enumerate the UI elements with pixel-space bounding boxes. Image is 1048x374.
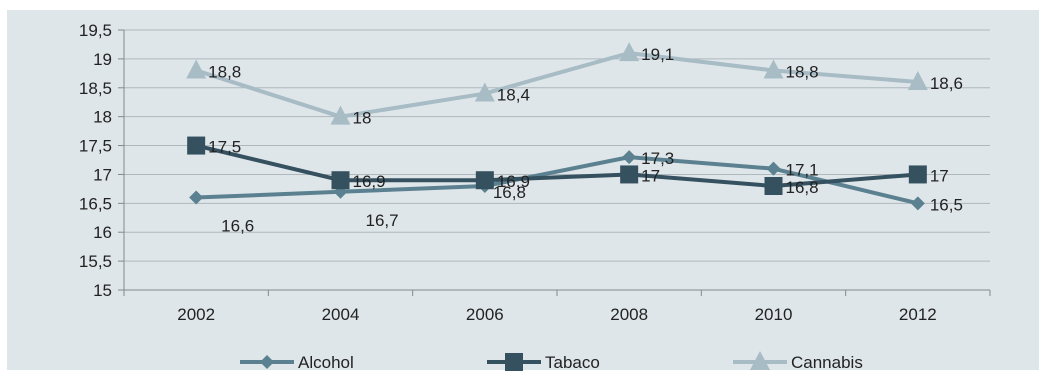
- y-tick-label: 18,5: [79, 79, 112, 98]
- legend-label-tabaco: Tabaco: [545, 353, 600, 372]
- legend-label-cannabis: Cannabis: [791, 353, 863, 372]
- data-label-alcohol: 17,1: [786, 161, 819, 180]
- data-point-alcohol: [766, 161, 781, 176]
- legend: Alcohol Tabaco Cannabis: [240, 351, 863, 372]
- data-point-cannabis: [763, 59, 784, 79]
- data-label-alcohol: 16,6: [221, 217, 254, 236]
- gridlines: [118, 29, 991, 296]
- x-tick-label: 2006: [466, 305, 504, 324]
- data-label-cannabis: 19,1: [641, 45, 674, 64]
- legend-item-cannabis: Cannabis: [733, 351, 863, 372]
- data-label-alcohol: 16,8: [493, 183, 526, 202]
- data-label-tabaco: 16,9: [353, 172, 386, 191]
- y-axis-ticks: 15 15,5 16 16,5 17 17,5 18 18,5 19 19,5: [79, 21, 112, 300]
- series-cannabis: [186, 42, 928, 125]
- data-label-cannabis: 18,4: [497, 86, 530, 105]
- y-tick-label: 17: [93, 165, 112, 184]
- data-point-tabaco: [331, 171, 350, 190]
- x-tick-label: 2010: [755, 305, 793, 324]
- data-point-alcohol: [910, 196, 925, 211]
- data-point-alcohol: [622, 150, 637, 165]
- data-label-tabaco: 17: [641, 166, 660, 185]
- data-label-cannabis: 18,8: [786, 62, 819, 81]
- legend-marker-tabaco: [505, 353, 523, 371]
- legend-marker-cannabis: [750, 351, 770, 370]
- data-label-alcohol: 16,7: [366, 211, 399, 230]
- data-point-cannabis: [330, 105, 351, 125]
- data-point-cannabis: [907, 71, 928, 90]
- data-point-tabaco: [620, 165, 639, 184]
- series-layer: [186, 42, 928, 211]
- data-point-cannabis: [186, 59, 207, 79]
- data-point-cannabis: [619, 42, 640, 62]
- y-tick-label: 17,5: [79, 137, 112, 156]
- y-tick-label: 15: [93, 281, 112, 300]
- legend-item-tabaco: Tabaco: [487, 353, 600, 372]
- data-label-tabaco: 16,8: [786, 178, 819, 197]
- y-tick-label: 15,5: [79, 252, 112, 271]
- data-label-tabaco: 17,5: [208, 138, 241, 157]
- x-tick-label: 2002: [177, 305, 215, 324]
- data-label-tabaco: 16,9: [497, 172, 530, 191]
- data-point-tabaco: [764, 177, 783, 195]
- data-point-tabaco: [908, 165, 927, 184]
- x-tick-label: 2012: [899, 305, 937, 324]
- x-tick-label: 2008: [610, 305, 648, 324]
- data-labels: 16,6 16,7 16,8 17,3 17,1 16,5 17,5 16,9 16,9 17 16…: [208, 45, 963, 235]
- series-tabaco: [187, 136, 927, 195]
- data-point-cannabis: [474, 82, 495, 102]
- legend-item-alcohol: Alcohol: [240, 353, 354, 372]
- y-tick-label: 16: [93, 223, 112, 242]
- series-line-alcohol: [196, 155, 919, 206]
- y-tick-label: 16,5: [79, 194, 112, 213]
- data-label-cannabis: 18,8: [208, 62, 241, 81]
- data-label-alcohol: 17,3: [641, 149, 674, 168]
- data-point-tabaco: [475, 171, 494, 190]
- y-tick-label: 19,5: [79, 21, 112, 40]
- data-point-tabaco: [187, 136, 206, 155]
- legend-label-alcohol: Alcohol: [298, 353, 354, 372]
- data-label-alcohol: 16,5: [930, 195, 963, 214]
- series-line-cannabis: [195, 51, 918, 119]
- data-label-cannabis: 18,6: [930, 74, 963, 93]
- data-label-cannabis: 18: [353, 109, 372, 128]
- x-tick-label: 2004: [322, 305, 360, 324]
- legend-marker-alcohol: [260, 355, 274, 369]
- data-label-tabaco: 17: [930, 166, 949, 185]
- series-line-tabaco: [195, 143, 918, 188]
- y-tick-label: 18: [93, 108, 112, 127]
- data-point-alcohol: [189, 190, 204, 205]
- x-axis-ticks: 2002 2004 2006 2008 2010 2012: [177, 305, 936, 324]
- y-tick-label: 19: [93, 50, 112, 69]
